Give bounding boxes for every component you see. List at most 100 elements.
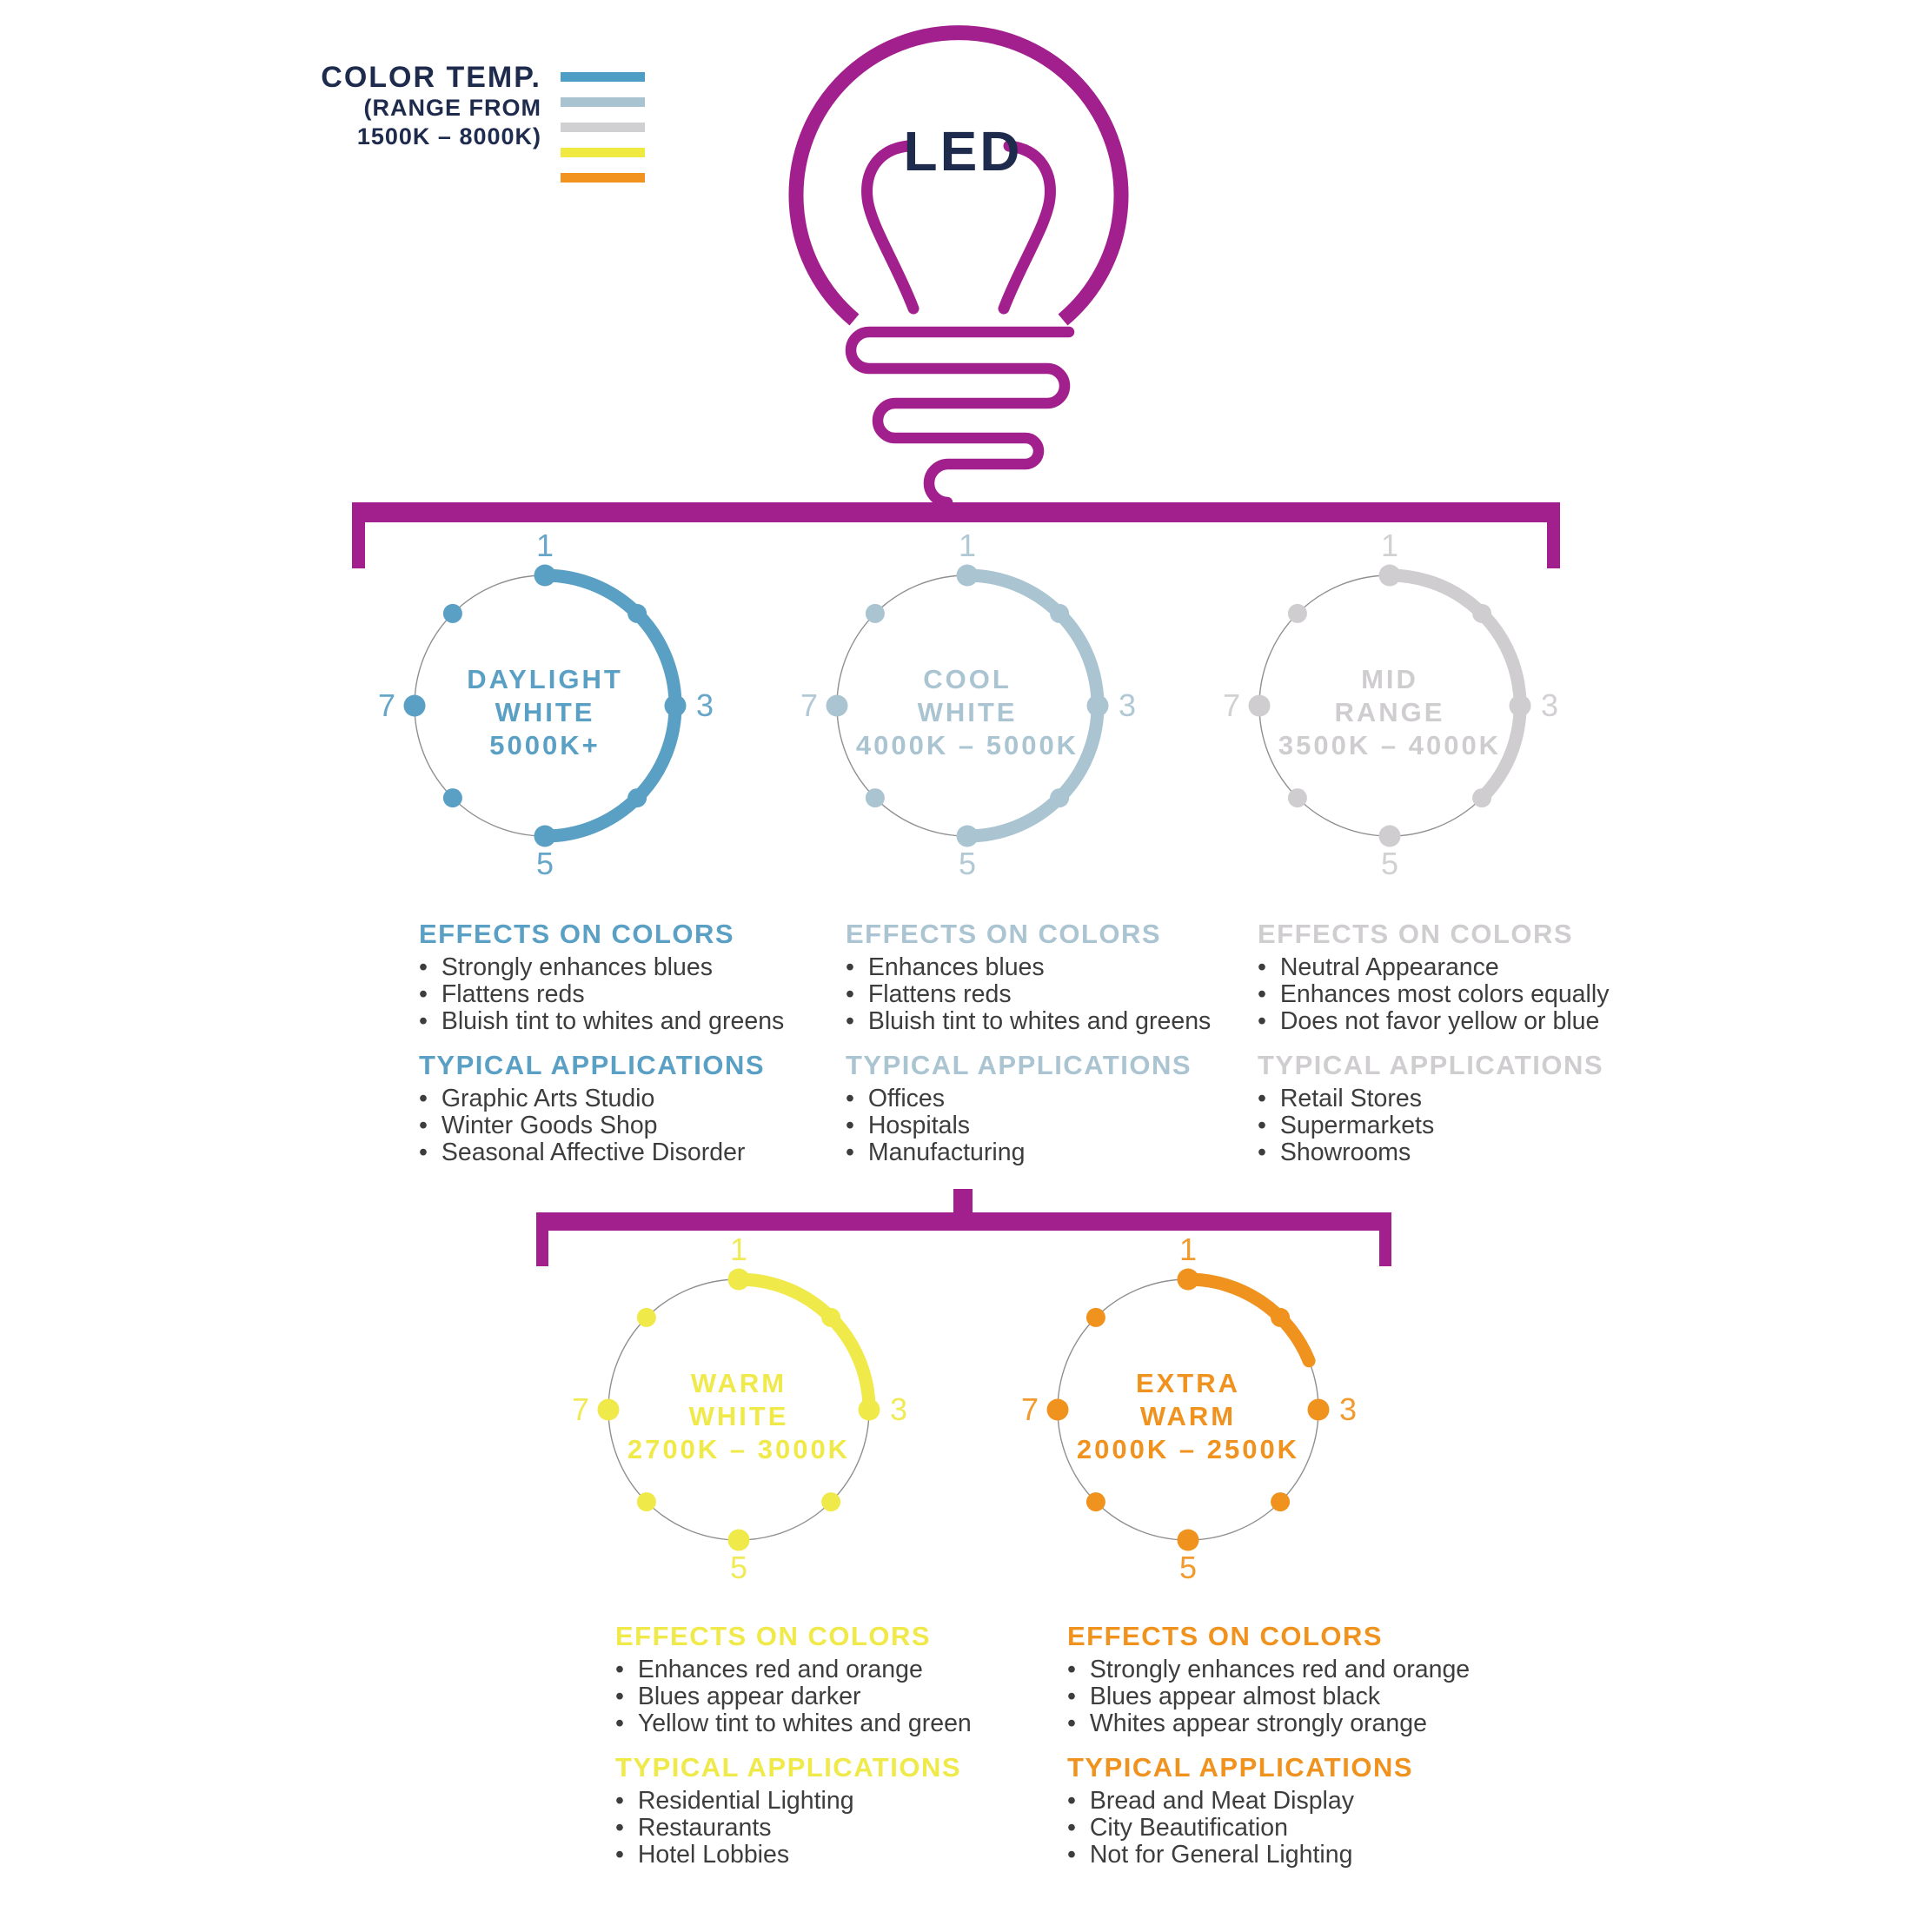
bulb-outline xyxy=(788,25,1129,326)
gauge-cool-white: 1 3 5 7 COOL WHITE 4000K – 5000K xyxy=(785,523,1150,888)
list-item: Hospitals xyxy=(846,1112,1280,1139)
gauge-range: 5000K+ xyxy=(489,730,600,760)
gauge-range: 4000K – 5000K xyxy=(856,730,1079,760)
led-bulb-icon: LED xyxy=(352,25,1560,568)
gauge-name-line1: WARM xyxy=(691,1368,787,1398)
list-item: Offices xyxy=(846,1086,1280,1112)
gauge-name-line1: EXTRA xyxy=(1136,1368,1240,1398)
effects-list: Enhances red and orange Blues appear dar… xyxy=(615,1656,1050,1737)
bulb-filament-left xyxy=(861,140,920,315)
gauge-range: 2000K – 2500K xyxy=(1077,1434,1299,1464)
info-daylight-white: EFFECTS ON COLORS Strongly enhances blue… xyxy=(419,920,853,1166)
gauge-name-line1: COOL xyxy=(923,664,1012,694)
effects-list: Neutral Appearance Enhances most colors … xyxy=(1258,954,1692,1035)
gauge-dots xyxy=(1248,564,1531,847)
effects-title: EFFECTS ON COLORS xyxy=(419,919,735,949)
applications-list: Bread and Meat Display City Beautificati… xyxy=(1067,1788,1502,1869)
gauge-name-line2: WHITE xyxy=(918,697,1018,727)
tick-5: 5 xyxy=(959,846,976,881)
list-item: Showrooms xyxy=(1258,1139,1692,1166)
gauge-name-line2: WHITE xyxy=(689,1401,789,1431)
info-warm-white: EFFECTS ON COLORS Enhances red and orang… xyxy=(615,1622,1050,1869)
list-item: Supermarkets xyxy=(1258,1112,1692,1139)
effects-title: EFFECTS ON COLORS xyxy=(1067,1621,1384,1651)
bracket-tab-left xyxy=(536,1212,548,1266)
tick-3: 3 xyxy=(890,1391,907,1427)
bulb-base-squiggle xyxy=(845,326,1075,521)
list-item: Residential Lighting xyxy=(615,1788,1050,1815)
list-item: Flattens reds xyxy=(419,981,853,1008)
bracket-stem xyxy=(953,1189,973,1215)
applications-title: TYPICAL APPLICATIONS xyxy=(1067,1752,1414,1783)
gauge-mid-range: 1 3 5 7 MID RANGE 3500K – 4000K xyxy=(1207,523,1572,888)
applications-list: Offices Hospitals Manufacturing xyxy=(846,1086,1280,1166)
list-item: Not for General Lighting xyxy=(1067,1842,1502,1869)
list-item: Strongly enhances red and orange xyxy=(1067,1656,1502,1683)
effects-title: EFFECTS ON COLORS xyxy=(615,1621,932,1651)
gauge-name-line2: WARM xyxy=(1140,1401,1236,1431)
tick-5: 5 xyxy=(536,846,554,881)
bracket-tab-right xyxy=(1379,1212,1391,1266)
gauge-arc xyxy=(1181,1272,1316,1368)
tick-7: 7 xyxy=(1223,687,1240,723)
tick-3: 3 xyxy=(1119,687,1136,723)
gauge-name-line2: WHITE xyxy=(495,697,595,727)
tick-5: 5 xyxy=(730,1550,747,1585)
applications-title: TYPICAL APPLICATIONS xyxy=(1258,1050,1604,1080)
tree-bracket-top xyxy=(352,502,1560,568)
list-item: Blues appear darker xyxy=(615,1683,1050,1710)
legend-swatch-mid xyxy=(561,123,645,132)
info-extra-warm: EFFECTS ON COLORS Strongly enhances red … xyxy=(1067,1622,1502,1869)
tick-1: 1 xyxy=(536,528,554,563)
list-item: Hotel Lobbies xyxy=(615,1842,1050,1869)
list-item: Manufacturing xyxy=(846,1139,1280,1166)
legend-swatch-cool xyxy=(561,97,645,107)
led-label: LED xyxy=(904,120,1023,183)
list-item: Seasonal Affective Disorder xyxy=(419,1139,853,1166)
bulb-filament-right xyxy=(998,140,1056,315)
list-item: Enhances red and orange xyxy=(615,1656,1050,1683)
list-item: Restaurants xyxy=(615,1815,1050,1842)
legend-title: COLOR TEMP. xyxy=(321,61,541,94)
legend-swatch-daylight xyxy=(561,72,645,82)
list-item: Enhances blues xyxy=(846,954,1280,981)
gauge-name-line1: MID xyxy=(1361,664,1418,694)
color-temp-legend: COLOR TEMP. (RANGE FROM 1500K – 8000K) xyxy=(261,61,541,151)
gauge-daylight-white: 1 3 5 7 DAYLIGHT WHITE 5000K+ xyxy=(362,523,727,888)
tick-7: 7 xyxy=(572,1391,589,1427)
legend-subtitle-line1: (RANGE FROM xyxy=(363,95,541,121)
gauge-name-line1: DAYLIGHT xyxy=(467,664,623,694)
effects-title: EFFECTS ON COLORS xyxy=(1258,919,1574,949)
applications-list: Residential Lighting Restaurants Hotel L… xyxy=(615,1788,1050,1869)
info-cool-white: EFFECTS ON COLORS Enhances blues Flatten… xyxy=(846,920,1280,1166)
tick-7: 7 xyxy=(800,687,818,723)
tick-1: 1 xyxy=(959,528,976,563)
gauge-range: 3500K – 4000K xyxy=(1278,730,1501,760)
legend-color-bars xyxy=(561,72,645,198)
bracket-bar xyxy=(536,1212,1391,1231)
applications-title: TYPICAL APPLICATIONS xyxy=(419,1050,766,1080)
gauge-range: 2700K – 3000K xyxy=(627,1434,850,1464)
tick-1: 1 xyxy=(1179,1232,1197,1267)
list-item: Blues appear almost black xyxy=(1067,1683,1502,1710)
legend-swatch-warm xyxy=(561,148,645,157)
list-item: Bread and Meat Display xyxy=(1067,1788,1502,1815)
applications-list: Graphic Arts Studio Winter Goods Shop Se… xyxy=(419,1086,853,1166)
list-item: Whites appear strongly orange xyxy=(1067,1710,1502,1737)
legend-subtitle-line2: 1500K – 8000K) xyxy=(356,123,541,149)
gauge-dots xyxy=(597,1268,880,1551)
list-item: Retail Stores xyxy=(1258,1086,1692,1112)
gauge-dots xyxy=(403,564,687,847)
tick-3: 3 xyxy=(1541,687,1558,723)
tick-1: 1 xyxy=(730,1232,747,1267)
effects-list: Enhances blues Flattens reds Bluish tint… xyxy=(846,954,1280,1035)
list-item: Does not favor yellow or blue xyxy=(1258,1008,1692,1035)
list-item: Graphic Arts Studio xyxy=(419,1086,853,1112)
legend-swatch-extra-warm xyxy=(561,173,645,183)
tick-5: 5 xyxy=(1381,846,1398,881)
gauge-extra-warm: 1 3 5 7 EXTRA WARM 2000K – 2500K xyxy=(1006,1227,1371,1592)
list-item: Winter Goods Shop xyxy=(419,1112,853,1139)
applications-title: TYPICAL APPLICATIONS xyxy=(846,1050,1192,1080)
tick-1: 1 xyxy=(1381,528,1398,563)
